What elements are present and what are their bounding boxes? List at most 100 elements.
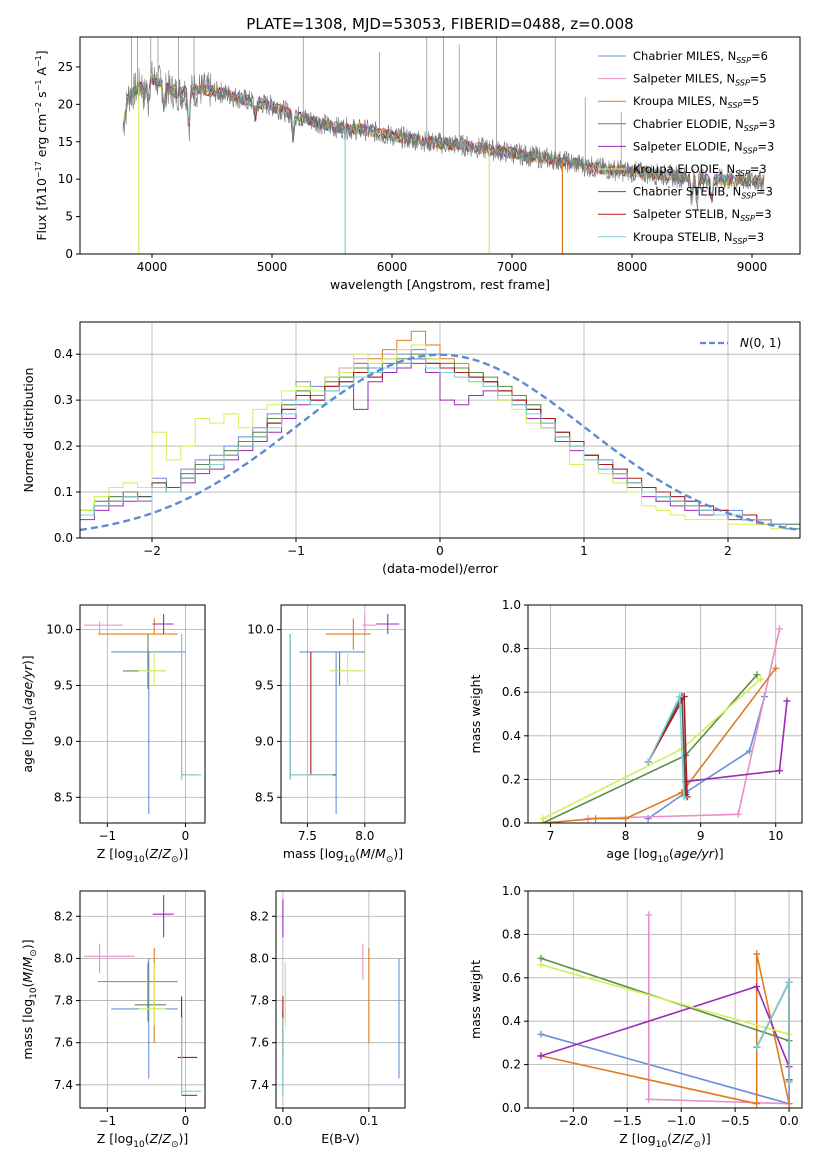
x-tick-label: −1.5 <box>613 1114 642 1128</box>
plot-area-mass_vs_Z <box>83 895 202 1096</box>
y-tick-label: 0.2 <box>502 1058 521 1072</box>
x-tick-label: 5000 <box>257 260 288 274</box>
point-marker <box>753 1100 761 1108</box>
weight-line <box>647 696 766 820</box>
normal-curve <box>80 353 800 532</box>
legend-label: Chabrier ELODIE, NSSP=3 <box>633 117 775 133</box>
x-axis-label: Z [log10(Z/Z⊙)] <box>619 1131 711 1150</box>
point-marker <box>644 758 652 766</box>
y-tick-label: 0.2 <box>54 439 73 453</box>
x-tick-label: 10 <box>768 829 783 843</box>
y-axis-label: mass [log10(M/M⊙)] <box>20 939 39 1059</box>
y-axis-label: Normed distribution <box>21 368 36 493</box>
panels: Chabrier MILES, NSSP=6 Salpeter MILES, NS… <box>20 36 803 1150</box>
y-axis-label: mass weight <box>468 960 483 1039</box>
weight-line <box>647 696 685 797</box>
legend-label: Salpeter STELIB, NSSP=3 <box>633 207 772 223</box>
y-tick-label: 0.6 <box>502 685 521 699</box>
x-axis-label: age [log10(age/yr)] <box>606 846 723 865</box>
legend-label: Salpeter MILES, NSSP=5 <box>633 72 767 88</box>
legend: Chabrier MILES, NSSP=6 Salpeter MILES, NS… <box>598 49 775 246</box>
point-marker <box>753 982 761 990</box>
point-marker <box>622 815 630 823</box>
point-marker <box>785 978 793 986</box>
x-axis-label: (data-model)/error <box>382 561 499 576</box>
plot-area-age_vs_Z <box>83 613 202 815</box>
legend-sub: SSP <box>728 101 743 110</box>
legend-params: (0, 1) <box>749 336 781 350</box>
y-tick-label: 0.0 <box>54 531 73 545</box>
x-tick-label: 8 <box>622 829 630 843</box>
y-tick-label: 9.0 <box>54 734 73 748</box>
plot-area-age_vs_mass <box>289 613 400 815</box>
y-tick-label: 10.0 <box>247 623 274 637</box>
point-marker <box>783 697 791 705</box>
figure-title: PLATE=1308, MJD=53053, FIBERID=0488, z=0… <box>246 15 633 33</box>
point-marker <box>645 911 653 919</box>
histogram-series <box>80 344 800 538</box>
legend-sub: SSP <box>735 169 750 178</box>
x-axis-label: E(B-V) <box>321 1131 360 1146</box>
x-tick-label: 0.0 <box>273 1114 292 1128</box>
y-tick-label: 7.6 <box>250 1036 269 1050</box>
legend-suffix: =3 <box>756 185 773 199</box>
weight-line <box>540 953 790 1105</box>
y-tick-label: 10.0 <box>46 623 73 637</box>
y-tick-label: 25 <box>58 60 73 74</box>
legend-label: Kroupa STELIB, NSSP=3 <box>633 230 764 246</box>
y-tick-label: 0.4 <box>54 347 73 361</box>
legend-sub: SSP <box>741 192 756 201</box>
y-tick-label: 8.2 <box>54 909 73 923</box>
point-marker <box>753 950 761 958</box>
x-tick-label: 0 <box>436 544 444 558</box>
x-tick-label: −1 <box>98 1114 116 1128</box>
y-tick-label: 7.8 <box>54 994 73 1008</box>
point-marker <box>537 1052 545 1060</box>
y-axis-label: Flux [fλ10−17 erg cm−2 s−1 A−1] <box>34 50 49 240</box>
axes-frame <box>79 604 206 824</box>
axes-frame <box>280 604 406 824</box>
legend-label: Kroupa ELODIE, NSSP=3 <box>633 162 767 178</box>
panel-age_vs_Z: −1 0 8.5 9.0 9.5 10.0 Z [log10(Z/Z⊙)] age [log1… <box>20 604 206 865</box>
weight-line <box>540 985 790 1068</box>
x-tick-label: −1 <box>98 829 116 843</box>
legend-suffix: =6 <box>751 49 768 63</box>
plot-area-residual_histogram <box>80 330 800 538</box>
y-tick-label: 9.5 <box>255 678 274 692</box>
legend-label: Kroupa MILES, NSSP=5 <box>633 94 759 110</box>
x-axis-label: mass [log10(M/M⊙)] <box>283 846 403 865</box>
point-marker <box>753 671 761 679</box>
point-marker <box>592 815 600 823</box>
panel-age_vs_mass: 7.5 8.0 8.5 9.0 9.5 10.0 mass [log10(M/M⊙)] <box>247 604 406 865</box>
legend-suffix: =3 <box>757 139 774 153</box>
axes-frame <box>275 890 406 1109</box>
x-tick-label: −2.0 <box>559 1114 588 1128</box>
legend-sub: SSP <box>733 237 748 246</box>
y-tick-label: 0.4 <box>502 729 521 743</box>
point-marker <box>772 664 780 672</box>
y-tick-label: 0.1 <box>54 485 73 499</box>
y-tick-label: 5 <box>65 210 73 224</box>
legend-sub: SSP <box>735 79 750 88</box>
plot-area-mass_weight_vs_Z <box>537 911 793 1108</box>
point-marker <box>537 961 545 969</box>
legend-suffix: =5 <box>742 94 759 108</box>
y-tick-label: 0.8 <box>502 642 521 656</box>
legend-label: Salpeter ELODIE, NSSP=3 <box>633 139 774 155</box>
weight-line <box>542 674 758 823</box>
y-tick-label: 0 <box>65 247 73 261</box>
x-tick-label: 4000 <box>137 260 168 274</box>
y-tick-label: 8.0 <box>250 951 269 965</box>
panel-mass_weight_vs_Z: −2.0 −1.5 −1.0 −0.5 0.0 0.0 0.2 0.4 0.6 0.8 1.0 Z [… <box>468 884 803 1150</box>
y-tick-label: 15 <box>58 135 73 149</box>
legend-suffix: =3 <box>747 230 764 244</box>
point-marker <box>537 954 545 962</box>
point-marker <box>734 810 742 818</box>
y-tick-label: 8.2 <box>250 909 269 923</box>
x-tick-label: 2 <box>724 544 732 558</box>
weight-line <box>540 964 790 1035</box>
panel-mass_weight_vs_age: 7 8 9 10 0.0 0.2 0.4 0.6 0.8 1.0 age [log10(age/yr… <box>468 598 803 865</box>
y-axis-label: mass weight <box>468 674 483 753</box>
plot-area-mass_weight_vs_age <box>539 625 791 823</box>
y-tick-label: 0.3 <box>54 393 73 407</box>
